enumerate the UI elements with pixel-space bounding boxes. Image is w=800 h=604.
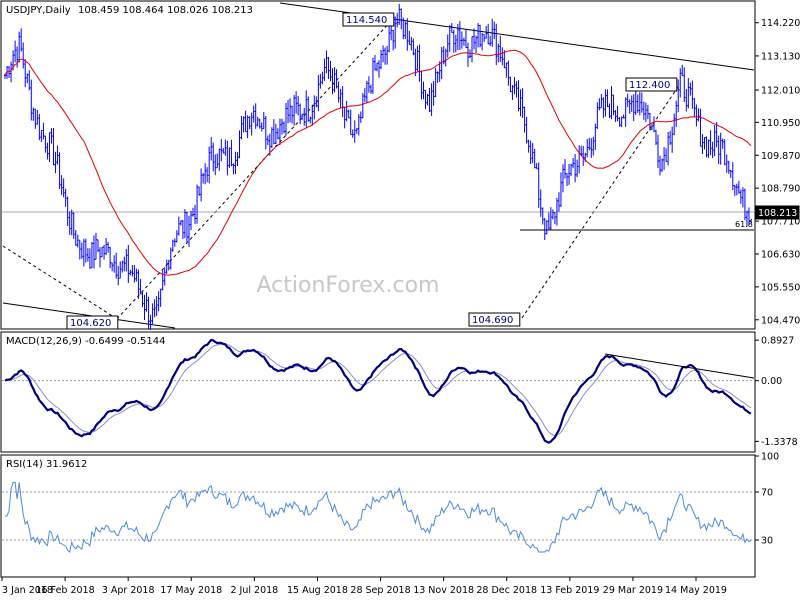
macd-signal-line <box>4 343 752 437</box>
rsi-line <box>5 481 752 553</box>
x-tick-label: 17 May 2018 <box>160 585 222 596</box>
dashed-trendline-a <box>2 245 118 320</box>
x-tick-label: 28 Sep 2018 <box>350 585 410 596</box>
rsi-panel: RSI(14) 31.9612 100 70 30 <box>0 452 779 578</box>
price-tick-label: 109.870 <box>761 151 800 162</box>
moving-average-line <box>4 49 752 276</box>
annotation-112-400: 112.400 <box>629 80 670 91</box>
macd-line <box>4 338 752 444</box>
annotation-104-690: 104.690 <box>472 315 513 326</box>
x-tick-label: 29 Mar 2019 <box>603 585 663 596</box>
price-tick-label: 113.130 <box>761 51 800 62</box>
x-tick-label: 16 Feb 2018 <box>36 585 95 596</box>
x-tick-label: 13 Nov 2018 <box>413 585 474 596</box>
x-tick-label: 15 Aug 2018 <box>287 585 348 596</box>
x-tick-label: 3 Jan 2018 <box>2 585 53 596</box>
macd-panel-frame <box>0 331 756 453</box>
price-tick-label: 104.470 <box>761 315 800 326</box>
x-tick-label: 14 May 2019 <box>665 585 727 596</box>
macd-panel: MACD(12,26,9) -0.6499 -0.5144 0.8927 0.00… <box>0 331 798 453</box>
rsi-tick-label: 100 <box>761 452 779 463</box>
annotation-104-690-box <box>468 312 521 327</box>
x-tick-label: 3 Apr 2018 <box>102 585 155 596</box>
macd-divergence-line <box>604 353 755 379</box>
annotation-112-400-box <box>625 77 678 92</box>
rsi-tick-label: 30 <box>761 536 773 547</box>
candles <box>4 3 752 330</box>
macd-tick-label: -1.3378 <box>761 437 798 448</box>
dashed-trendline-c <box>521 83 681 319</box>
price-tick-label: 106.630 <box>761 249 800 260</box>
price-panel-title: USDJPY,Daily <box>6 5 71 16</box>
price-tick-label: 110.950 <box>761 118 800 129</box>
macd-panel-title: MACD(12,26,9) -0.6499 -0.5144 <box>6 336 166 347</box>
x-tick-label: 2 Jul 2018 <box>230 585 278 596</box>
dashed-trendline-b <box>116 19 393 320</box>
macd-tick-label: 0.8927 <box>761 336 794 347</box>
rsi-tick-label: 70 <box>761 488 773 499</box>
x-tick-label: 13 Feb 2019 <box>540 585 599 596</box>
current-price-label: 108.213 <box>758 208 797 219</box>
price-panel-ohlc: 108.459 108.464 108.026 108.213 <box>78 5 253 16</box>
price-annotations: 114.540 112.400 104.620 104.690 61.8 108.213 <box>66 12 800 330</box>
x-tick-label: 28 Dec 2018 <box>476 585 537 596</box>
price-tick-label: 107.710 <box>761 217 800 228</box>
price-panel-frame <box>0 0 756 330</box>
macd-y-axis: 0.8927 0.00 -1.3378 <box>2 336 798 448</box>
annotation-61-8: 61.8 <box>735 220 753 229</box>
annotation-114-540-box <box>342 12 395 27</box>
price-tick-label: 112.010 <box>761 86 800 97</box>
macd-tick-label: 0.00 <box>761 376 782 387</box>
price-panel: USDJPY,Daily 108.459 108.464 108.026 108… <box>0 0 800 330</box>
price-tick-label: 105.550 <box>761 282 800 293</box>
price-tick-label: 108.790 <box>761 184 800 195</box>
rsi-panel-frame <box>0 454 756 578</box>
rsi-y-axis: 100 70 30 <box>2 452 779 547</box>
annotation-104-620: 104.620 <box>70 318 111 329</box>
watermark: ActionForex.com <box>257 273 440 298</box>
price-tick-label: 114.220 <box>761 18 800 29</box>
rsi-panel-title: RSI(14) 31.9612 <box>6 459 87 470</box>
price-y-axis: 114.220 113.130 112.010 110.950 109.870 108.7… <box>755 18 800 326</box>
current-price-box <box>754 205 800 220</box>
annotation-104-620-box <box>66 315 119 330</box>
annotation-114-540: 114.540 <box>346 15 387 26</box>
macd-trendline <box>604 353 755 379</box>
